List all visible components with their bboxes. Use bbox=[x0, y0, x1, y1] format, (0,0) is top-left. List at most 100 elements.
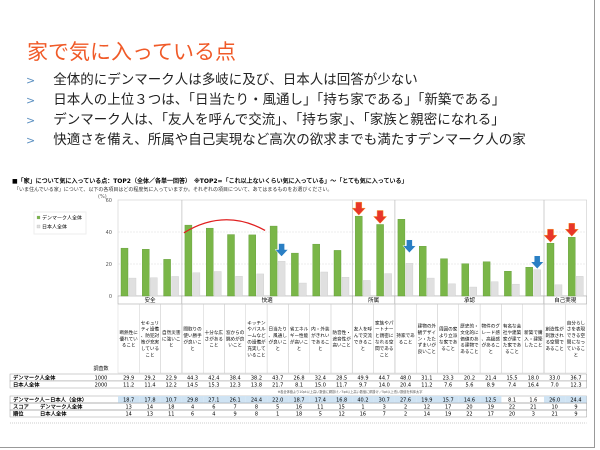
data-value: 11.7 bbox=[336, 383, 347, 389]
data-value: 42.4 bbox=[208, 376, 219, 382]
category-label: 間である bbox=[375, 346, 393, 352]
bullet-text: 快適さを備え、所属や自己実現など高次の欲求までも満たすデンマーク人の家 bbox=[53, 132, 526, 148]
chart-subtitle: 「いま住んでいる家」について、以下の各項目はどの程度気に入っていますか。それぞれ… bbox=[14, 187, 333, 193]
diff-value: 1.6 bbox=[529, 398, 537, 404]
legend bbox=[33, 211, 87, 235]
category-label: ートナー bbox=[375, 327, 394, 333]
bar-denmark bbox=[525, 267, 533, 297]
diff-value: 40.2 bbox=[357, 398, 368, 404]
rank-value: 17 bbox=[445, 405, 451, 411]
bar-denmark bbox=[397, 218, 406, 297]
category-label: ること bbox=[505, 349, 519, 355]
category-label: 防音性・ bbox=[332, 329, 350, 336]
bullet-marker-icon: > bbox=[26, 134, 36, 147]
data-value: 49.9 bbox=[357, 376, 368, 382]
category-label: 創造性が bbox=[545, 326, 564, 333]
rank-value: 22 bbox=[509, 405, 515, 411]
category-label: 十分な広 bbox=[205, 329, 224, 336]
category-label: と bbox=[169, 343, 174, 349]
category-label: 省エネル bbox=[290, 326, 309, 333]
rank-value: 2 bbox=[404, 405, 407, 411]
data-value: 29.2 bbox=[144, 376, 155, 382]
category-label: 使い勝手 bbox=[183, 332, 202, 339]
diff-value: 26.1 bbox=[230, 398, 241, 404]
data-value: 15.0 bbox=[315, 383, 326, 389]
rank-value: 16 bbox=[360, 412, 366, 418]
data-value: 48.0 bbox=[400, 376, 411, 382]
rank-value: 11 bbox=[317, 405, 323, 411]
data-value: 11.2 bbox=[421, 383, 432, 389]
data-value: 26.8 bbox=[293, 376, 304, 382]
category-label: と bbox=[488, 349, 493, 355]
legend-swatch bbox=[36, 215, 41, 220]
group-label: 所属 bbox=[368, 296, 379, 304]
rank-value: 9 bbox=[574, 412, 577, 418]
category-label: ること bbox=[399, 340, 413, 346]
data-value: 31.1 bbox=[421, 376, 432, 382]
category-label: 間取りの bbox=[183, 327, 202, 333]
row-label: 日本人全体 bbox=[13, 381, 40, 389]
data-value: 11.2 bbox=[123, 383, 134, 389]
category-label: 有名な会 bbox=[503, 323, 522, 330]
category-label: と bbox=[574, 352, 579, 358]
bar-denmark bbox=[568, 237, 576, 297]
rank-value: 4 bbox=[191, 405, 194, 411]
diff-value: 16.8 bbox=[336, 398, 347, 404]
category-label: 、高級感 bbox=[482, 335, 501, 342]
data-value: 23.3 bbox=[443, 376, 454, 382]
rank-row-label: デンマーク人全体 bbox=[40, 403, 83, 411]
category-label: に強いこ bbox=[162, 335, 180, 342]
category-label: 断熱性に bbox=[119, 329, 138, 336]
bar-japan bbox=[192, 272, 201, 297]
rank-value: 8 bbox=[255, 412, 258, 418]
diff-highlight bbox=[373, 396, 395, 403]
data-value: 15.5 bbox=[506, 376, 517, 382]
category-cell bbox=[565, 303, 587, 374]
bullet-marker-icon: > bbox=[26, 94, 36, 107]
category-label: こと bbox=[145, 352, 154, 358]
category-label: さがある bbox=[205, 335, 223, 342]
data-value: 21.4 bbox=[485, 376, 496, 382]
category-label: と bbox=[297, 346, 302, 352]
data-value: 12.3 bbox=[570, 383, 581, 389]
category-label: セキュリ bbox=[141, 320, 159, 326]
category-label: ームなど bbox=[247, 332, 266, 339]
group-label: 承認 bbox=[464, 296, 476, 304]
bar-denmark bbox=[376, 224, 384, 297]
bar-denmark bbox=[227, 234, 235, 297]
rank-value: 5 bbox=[276, 405, 279, 411]
diff-highlight bbox=[544, 396, 566, 403]
data-value: 9.7 bbox=[359, 383, 367, 389]
diff-value: 17.8 bbox=[144, 398, 155, 404]
data-value: 21.7 bbox=[272, 383, 283, 389]
y-tick-label: 20 bbox=[106, 262, 112, 268]
data-value: 7.0 bbox=[551, 383, 559, 389]
red-down-arrow-icon bbox=[373, 210, 388, 224]
category-label: 窓からの bbox=[226, 329, 245, 336]
data-value: 14.5 bbox=[187, 383, 198, 389]
bar-japan bbox=[469, 286, 477, 297]
bar-japan bbox=[576, 276, 584, 297]
rank-value: 8 bbox=[255, 405, 258, 411]
category-label: が良いこ bbox=[183, 339, 201, 346]
rank-value: 19 bbox=[445, 412, 451, 418]
data-value: 15.3 bbox=[208, 383, 219, 389]
data-value: 44.3 bbox=[187, 376, 198, 382]
rank-value: 12 bbox=[424, 405, 430, 411]
bar-japan bbox=[235, 276, 243, 297]
category-label: がきれい bbox=[311, 332, 330, 339]
bar-denmark bbox=[120, 247, 129, 297]
group-label: 快適 bbox=[262, 296, 274, 304]
rank-row-label: 日本人全体 bbox=[40, 410, 67, 418]
highlight-arc bbox=[183, 219, 266, 234]
category-label: 策が充実 bbox=[141, 339, 160, 346]
bar-japan bbox=[448, 283, 456, 297]
rank-row bbox=[9, 409, 587, 418]
diff-value: 22.0 bbox=[272, 398, 283, 404]
data-value: 29.9 bbox=[123, 376, 134, 382]
rank-side-label: スコア bbox=[13, 404, 30, 411]
category-label: なれる空 bbox=[375, 339, 394, 346]
category-label: と bbox=[318, 346, 323, 352]
rank-value: 6 bbox=[212, 405, 215, 411]
blue-down-arrow-icon bbox=[274, 243, 289, 257]
